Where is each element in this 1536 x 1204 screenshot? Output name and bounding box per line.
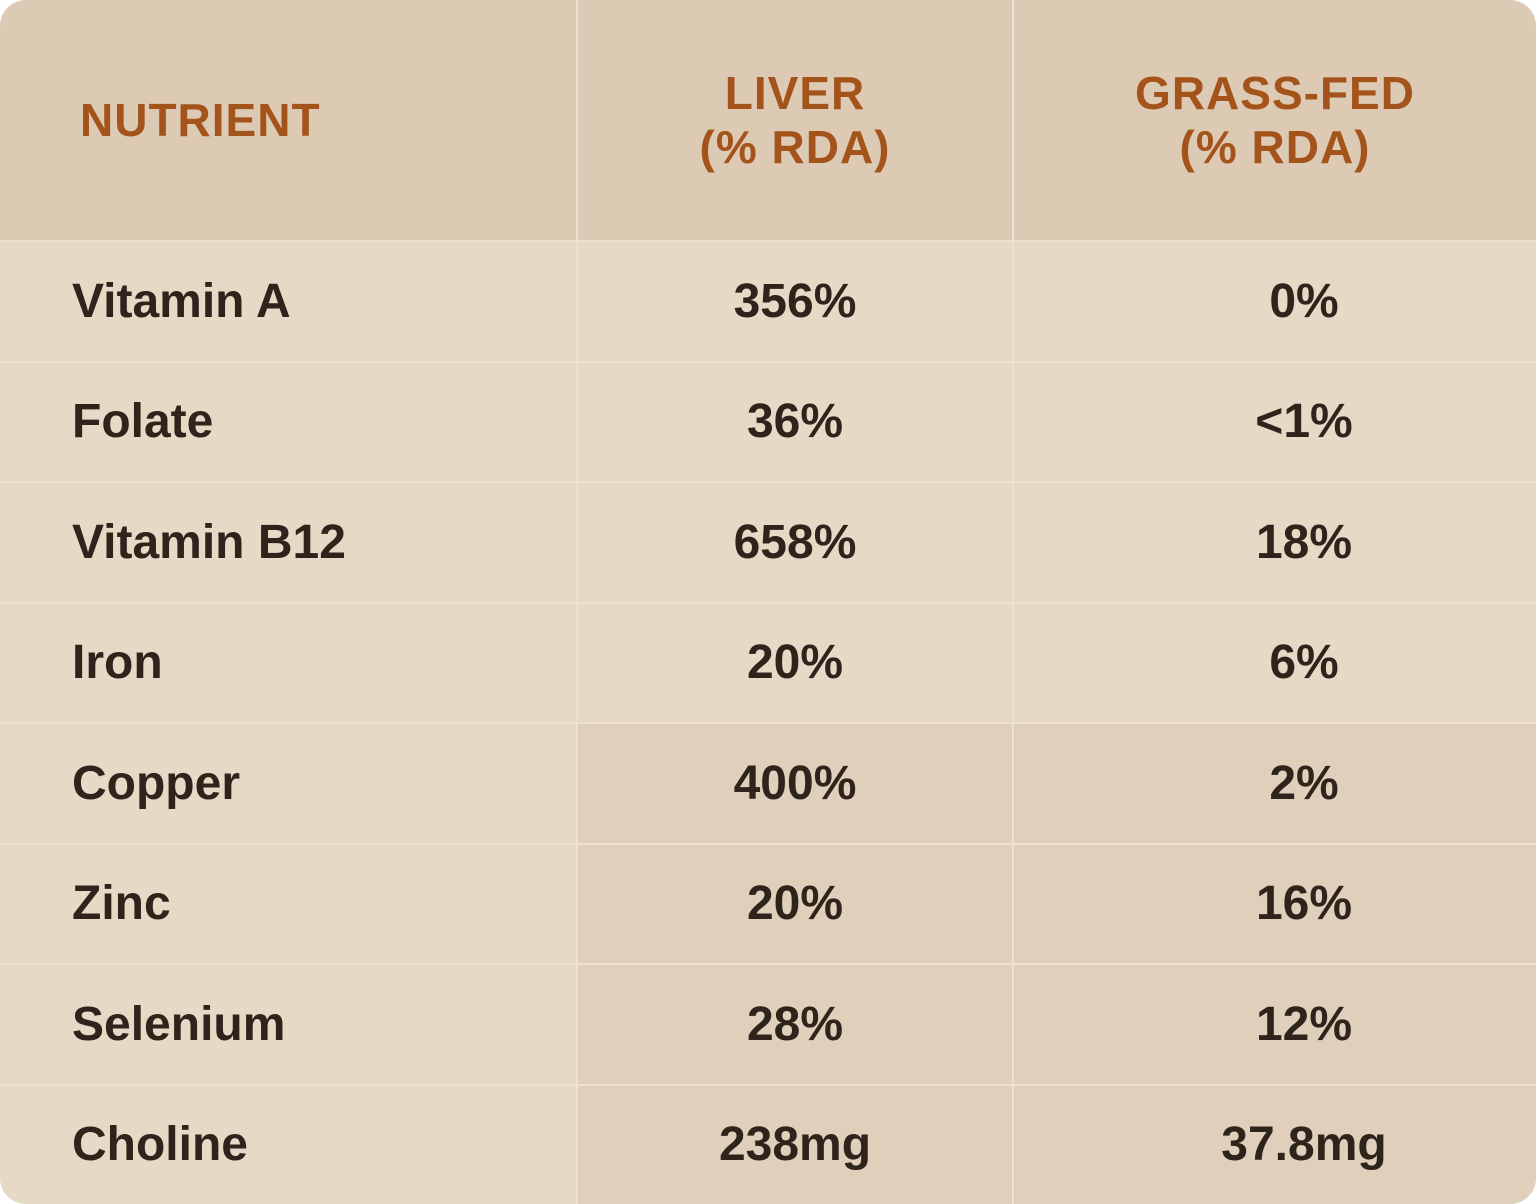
value-cell: 0% — [1014, 242, 1536, 361]
value-text: 37.8mg — [1221, 1118, 1387, 1172]
nutrient-name: Iron — [72, 636, 163, 690]
nutrient-cell: Selenium — [0, 965, 576, 1084]
header-text: (% RDA) — [699, 121, 891, 173]
value-cell: 658% — [578, 483, 1012, 602]
value-text: 6% — [1269, 636, 1339, 690]
header-text: (% RDA) — [1179, 121, 1371, 173]
value-text: 20% — [746, 877, 844, 931]
value-text: 356% — [733, 274, 857, 328]
header-cell: NUTRIENT — [0, 0, 576, 240]
nutrient-cell: Zinc — [0, 844, 576, 963]
nutrient-cell: Choline — [0, 1085, 576, 1204]
value-cell: 356% — [578, 242, 1012, 361]
value-cell: 20% — [578, 844, 1012, 963]
nutrient-name: Choline — [72, 1118, 248, 1172]
value-cell: 12% — [1014, 965, 1536, 1084]
value-cell: 28% — [578, 965, 1012, 1084]
header-text: GRASS-FED — [1135, 67, 1415, 119]
nutrient-cell: Copper — [0, 724, 576, 843]
value-text: 400% — [733, 756, 857, 810]
nutrient-cell: Vitamin B12 — [0, 483, 576, 602]
value-cell: 400% — [578, 724, 1012, 843]
value-text: 0% — [1269, 274, 1339, 328]
nutrient-name: Copper — [72, 756, 240, 810]
nutrient-cell: Folate — [0, 362, 576, 481]
value-text: <1% — [1255, 395, 1353, 449]
nutrient-cell: Iron — [0, 603, 576, 722]
value-text: 28% — [746, 997, 844, 1051]
nutrient-name: Vitamin B12 — [72, 515, 346, 569]
nutrient-name: Zinc — [72, 877, 171, 931]
header-text: LIVER — [724, 67, 866, 119]
value-cell: 16% — [1014, 844, 1536, 963]
value-text: 20% — [746, 636, 844, 690]
value-cell: <1% — [1014, 362, 1536, 481]
value-cell: 6% — [1014, 603, 1536, 722]
value-cell: 18% — [1014, 483, 1536, 602]
header-cell: GRASS-FED (% RDA) — [1014, 0, 1536, 240]
nutrient-name: Vitamin A — [72, 274, 291, 328]
header-text: NUTRIENT — [80, 94, 321, 146]
nutrient-name: Folate — [72, 395, 214, 449]
nutrient-cell: Vitamin A — [0, 242, 576, 361]
value-cell: 2% — [1014, 724, 1536, 843]
value-text: 238mg — [718, 1118, 872, 1172]
value-cell: 20% — [578, 603, 1012, 722]
value-text: 36% — [746, 395, 844, 449]
value-cell: 37.8mg — [1014, 1085, 1536, 1204]
header-cell: LIVER (% RDA) — [578, 0, 1012, 240]
value-cell: 238mg — [578, 1085, 1012, 1204]
value-text: 18% — [1255, 515, 1353, 569]
value-text: 12% — [1255, 997, 1353, 1051]
value-text: 2% — [1269, 756, 1339, 810]
value-text: 16% — [1255, 877, 1353, 931]
nutrient-name: Selenium — [72, 997, 286, 1051]
value-text: 658% — [733, 515, 857, 569]
value-cell: 36% — [578, 362, 1012, 481]
